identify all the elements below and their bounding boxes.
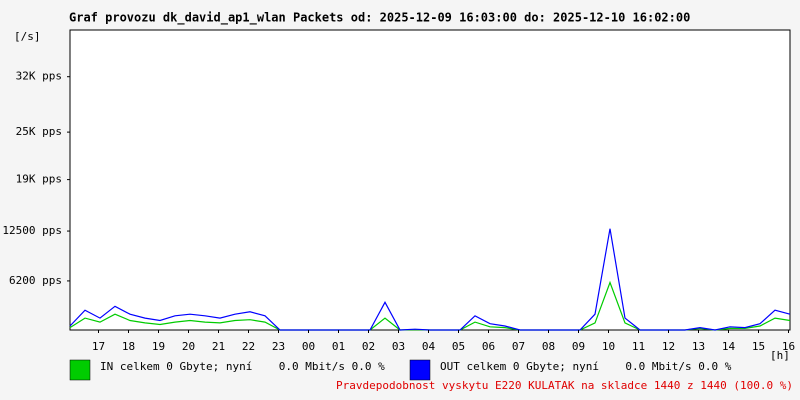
- x-tick-label: 21: [212, 340, 225, 353]
- x-tick-label: 04: [422, 340, 436, 353]
- x-tick-label: 22: [242, 340, 255, 353]
- x-tick-label: 13: [692, 340, 705, 353]
- series-line: [69, 228, 791, 331]
- note: Pravdepodobnost vyskytu E220 KULATAK na …: [336, 379, 793, 392]
- chart-title: Graf provozu dk_david_ap1_wlan Packets o…: [69, 11, 690, 26]
- x-tick-label: 11: [632, 340, 645, 353]
- y-tick-label: 12500 pps: [2, 224, 62, 237]
- x-tick-label: 06: [482, 340, 495, 353]
- x-tick-label: 12: [662, 340, 675, 353]
- legend-swatch: [69, 359, 91, 381]
- x-tick-label: 09: [572, 340, 585, 353]
- x-tick-label: 07: [512, 340, 525, 353]
- x-tick-label: 00: [302, 340, 315, 353]
- plot-area: [69, 29, 791, 331]
- x-tick-label: 05: [452, 340, 465, 353]
- x-unit: [h]: [770, 349, 790, 362]
- y-unit: [/s]: [14, 30, 41, 43]
- x-tick-label: 10: [602, 340, 615, 353]
- x-tick-label: 01: [332, 340, 345, 353]
- x-tick-label: 14: [722, 340, 736, 353]
- marks: [69, 228, 791, 331]
- x-tick-label: 02: [362, 340, 375, 353]
- x-tick-label: 19: [152, 340, 165, 353]
- y-tick-label: 25K pps: [16, 125, 62, 138]
- x-tick-label: 23: [272, 340, 285, 353]
- x-tick-label: 16: [782, 340, 795, 353]
- x-tick-label: 15: [752, 340, 765, 353]
- y-tick-label: 6200 pps: [9, 274, 62, 287]
- x-tick-label: 20: [182, 340, 195, 353]
- y-tick-label: 19K pps: [16, 173, 62, 186]
- x-tick-label: 17: [92, 340, 105, 353]
- legend-swatch: [409, 359, 431, 381]
- x-tick-label: 08: [542, 340, 555, 353]
- x-tick-label: 03: [392, 340, 405, 353]
- legend-label: OUT celkem 0 Gbyte; nyní 0.0 Mbit/s 0.0 …: [440, 360, 732, 373]
- x-tick-label: 18: [122, 340, 135, 353]
- y-tick-label: 32K pps: [16, 70, 62, 83]
- legend-label: IN celkem 0 Gbyte; nyní 0.0 Mbit/s 0.0 %: [100, 360, 385, 373]
